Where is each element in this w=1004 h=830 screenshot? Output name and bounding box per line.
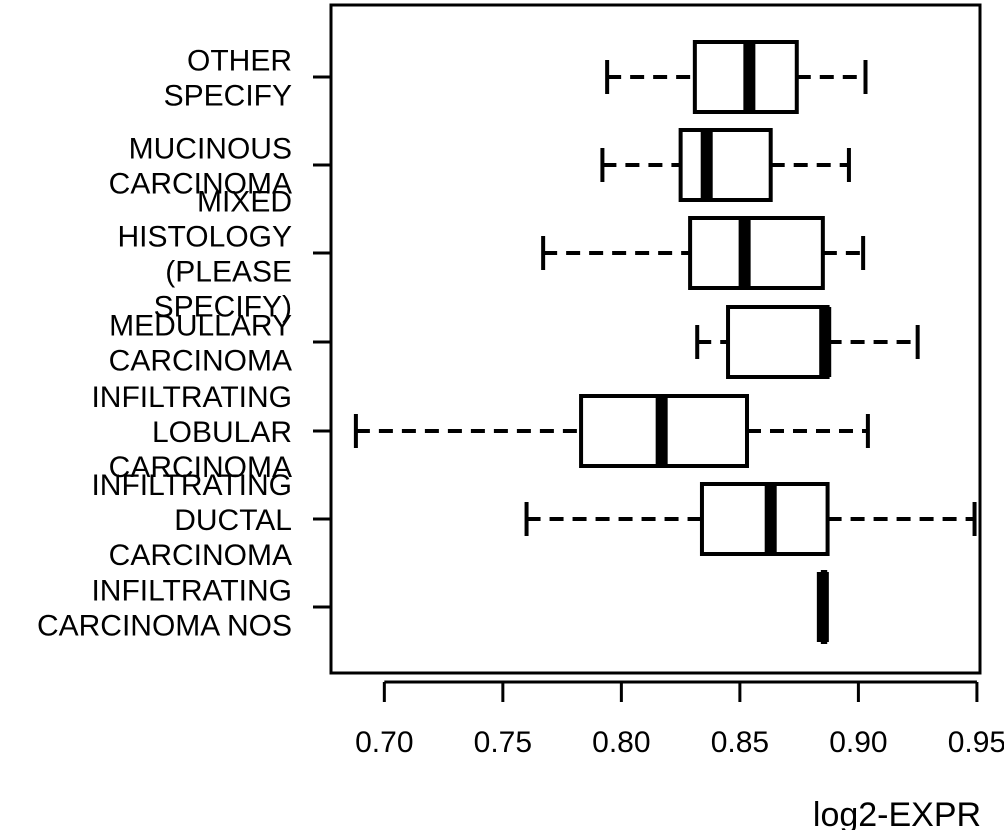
category-label-line: CARCINOMA [109, 345, 292, 378]
category-label-line: SPECIFY) [154, 291, 292, 324]
box-1 [600, 128, 851, 202]
category-label-line: MIXED [197, 186, 292, 219]
plot-frame [329, 3, 982, 675]
x-tick-label: 0.70 [355, 726, 413, 759]
box-6 [816, 570, 829, 644]
box-body [688, 216, 825, 290]
box-4 [353, 394, 870, 468]
category-label-line: DUCTAL [174, 504, 292, 537]
box-0 [605, 40, 868, 114]
category-label: INFILTRATING LOBULAR CARCINOMA [91, 381, 292, 484]
category-label-line: CARCINOMA [109, 539, 292, 572]
category-label-line: CARCINOMA [109, 168, 292, 201]
category-label: MEDULLARY CARCINOMA [109, 310, 292, 378]
category-label-line: CARCINOMA NOS [37, 610, 292, 643]
category-label-line: INFILTRATING [91, 381, 292, 414]
box-3 [695, 305, 920, 379]
category-label-line: SPECIFY [164, 80, 292, 113]
x-tick-label: 0.90 [829, 726, 887, 759]
box-body [678, 128, 773, 202]
x-tick-label: 0.80 [592, 726, 650, 759]
category-label-line: CARCINOMA [109, 451, 292, 484]
category-label-line: HISTOLOGY [118, 221, 293, 254]
category-label-line: LOBULAR [152, 416, 292, 449]
category-label: MIXED HISTOLOGY (PLEASE SPECIFY) [118, 186, 293, 324]
x-tick-label: 0.75 [474, 726, 532, 759]
x-axis-title: log2-EXPR [813, 796, 981, 830]
category-label-line: MUCINOUS [129, 133, 292, 166]
box-2 [541, 216, 866, 290]
category-label: OTHER SPECIFY [164, 45, 292, 113]
category-label-line: OTHER [187, 45, 292, 78]
category-label: INFILTRATING CARCINOMA NOS [37, 575, 292, 643]
box-group [353, 40, 977, 644]
category-label-line: INFILTRATING [91, 575, 292, 608]
category-label: INFILTRATING DUCTAL CARCINOMA [91, 469, 292, 572]
category-label-line: MEDULLARY [109, 310, 292, 343]
category-label: MUCINOUS CARCINOMA [109, 133, 292, 201]
x-tick-label: 0.85 [711, 726, 769, 759]
box-5 [524, 482, 977, 556]
box-body [726, 305, 830, 379]
x-axis: 0.70 0.75 0.80 0.85 0.90 0.95 [355, 680, 1004, 759]
category-label-line: INFILTRATING [91, 469, 292, 502]
category-label-line: (PLEASE [165, 256, 292, 289]
x-tick-label: 0.95 [948, 726, 1004, 759]
